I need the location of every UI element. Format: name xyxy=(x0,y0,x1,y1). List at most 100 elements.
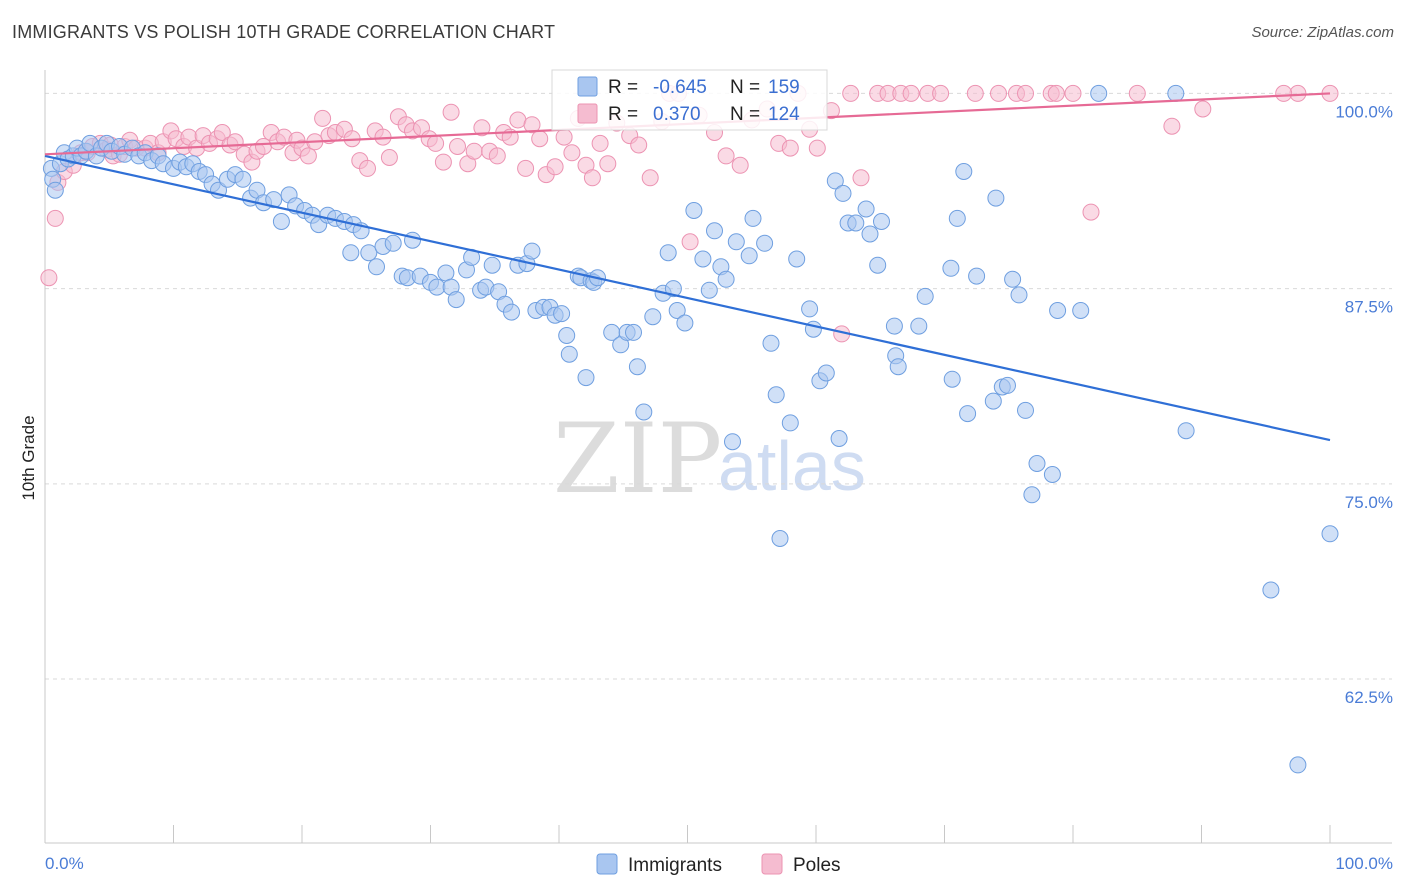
y-tick-label-3: 62.5% xyxy=(1345,688,1393,707)
immigrants-point-83 xyxy=(577,369,595,387)
immigrants-point-53 xyxy=(384,234,402,252)
immigrants-point-148 xyxy=(1043,466,1061,483)
immigrants-point-99 xyxy=(685,202,703,219)
immigrants-point-67 xyxy=(483,256,501,274)
immigrants-point-59 xyxy=(428,278,446,296)
poles-point-70 xyxy=(517,159,535,177)
trend-lines xyxy=(44,92,1331,442)
immigrants-point-126 xyxy=(869,256,887,274)
immigrants-point-135 xyxy=(948,209,966,227)
immigrants-point-155 xyxy=(1289,756,1307,774)
poles-point-118 xyxy=(1082,203,1100,221)
immigrants-point-109 xyxy=(756,234,774,252)
stats-swatch-poles xyxy=(577,103,598,124)
y-axis-label: 10th Grade xyxy=(19,415,38,500)
immigrants-point-110 xyxy=(762,334,780,352)
poles-point-60 xyxy=(442,103,460,121)
poles-point-89 xyxy=(681,233,699,251)
legend-swatch-immigrants[interactable] xyxy=(596,853,618,875)
immigrants-point-143 xyxy=(1004,270,1022,288)
poles-point-81 xyxy=(599,155,617,173)
immigrants-point-95 xyxy=(659,244,677,262)
immigrants-point-149 xyxy=(1049,302,1067,319)
poles-point-93 xyxy=(731,156,749,174)
immigrants-point-105 xyxy=(724,433,741,451)
immigrants-point-140 xyxy=(987,189,1005,207)
poles-point-66 xyxy=(488,147,506,165)
immigrants-point-56 xyxy=(404,231,421,249)
x-tick-label-1: 100.0% xyxy=(1335,854,1393,873)
stats-n-label-immigrants: N = xyxy=(730,77,760,98)
immigrants-point-91 xyxy=(628,358,646,376)
stats-r-value-immigrants: -0.645 xyxy=(653,77,707,98)
stats-swatch-immigrants xyxy=(577,76,598,97)
immigrants-point-73 xyxy=(523,242,541,260)
immigrants-point-133 xyxy=(942,259,960,277)
immigrants-point-33 xyxy=(234,170,252,188)
immigrants-point-62 xyxy=(447,291,465,309)
poles-point-34 xyxy=(255,138,272,155)
immigrants-point-152 xyxy=(1167,84,1185,102)
immigrants-point-37 xyxy=(265,191,283,209)
immigrants-point-125 xyxy=(861,225,879,243)
immigrants-point-119 xyxy=(826,172,844,190)
y-tick-label-1: 87.5% xyxy=(1345,298,1393,317)
legend-label-immigrants[interactable]: Immigrants xyxy=(628,855,722,876)
stats-r-label-immigrants: R = xyxy=(608,77,638,98)
poles-point-103 xyxy=(842,84,860,102)
immigrants-point-108 xyxy=(744,209,762,227)
immigrants-point-93 xyxy=(644,308,662,326)
legend-swatch-poles[interactable] xyxy=(761,853,783,875)
immigrants-point-51 xyxy=(368,258,385,276)
poles-point-64 xyxy=(473,119,491,137)
poles-point-108 xyxy=(902,84,920,102)
immigrants-trend-line xyxy=(44,154,1331,442)
immigrants-point-137 xyxy=(959,405,977,423)
poles-point-84 xyxy=(630,136,648,154)
poles-point-76 xyxy=(563,144,581,162)
immigrants-point-153 xyxy=(1177,422,1195,440)
y-tick-label-0: 100.0% xyxy=(1335,102,1393,121)
chart-title: IMMIGRANTS VS POLISH 10TH GRADE CORRELAT… xyxy=(12,22,556,42)
immigrants-point-102 xyxy=(706,222,723,240)
poles-point-75 xyxy=(555,128,573,146)
immigrants-point-151 xyxy=(1090,84,1108,102)
immigrants-point-130 xyxy=(889,358,907,376)
stats-r-label-poles: R = xyxy=(608,104,638,125)
stats-n-label-poles: N = xyxy=(730,104,760,125)
immigrants-point-90 xyxy=(625,323,642,341)
immigrants-point-123 xyxy=(847,214,865,232)
poles-point-85 xyxy=(641,169,659,187)
poles-point-120 xyxy=(1163,117,1181,135)
poles-point-1 xyxy=(46,209,64,227)
poles-point-52 xyxy=(380,149,398,166)
stats-n-value-immigrants: 159 xyxy=(768,77,800,98)
immigrants-point-50 xyxy=(360,244,378,262)
axes xyxy=(44,70,1392,844)
immigrants-point-104 xyxy=(717,270,735,288)
poles-point-69 xyxy=(509,111,527,129)
immigrants-points xyxy=(42,84,1339,774)
immigrants-point-2 xyxy=(46,181,64,199)
poles-point-72 xyxy=(531,130,549,148)
immigrants-point-144 xyxy=(1010,286,1028,304)
immigrants-point-139 xyxy=(984,392,1002,410)
immigrants-point-131 xyxy=(910,317,928,335)
chart-source: Source: ZipAtlas.com xyxy=(1251,24,1394,41)
immigrants-point-134 xyxy=(943,370,961,388)
immigrants-point-70 xyxy=(503,303,520,321)
immigrants-point-138 xyxy=(968,267,986,285)
poles-point-97 xyxy=(781,139,799,157)
immigrants-point-60 xyxy=(437,264,455,282)
immigrants-point-96 xyxy=(664,280,682,298)
immigrants-point-127 xyxy=(873,213,890,230)
poles-point-61 xyxy=(449,138,466,155)
poles-point-100 xyxy=(808,139,826,157)
poles-point-112 xyxy=(990,84,1007,102)
immigrants-point-114 xyxy=(788,250,806,268)
poles-point-58 xyxy=(427,134,445,152)
legend-label-poles[interactable]: Poles xyxy=(793,855,841,876)
poles-point-59 xyxy=(434,153,452,171)
immigrants-point-98 xyxy=(676,314,694,332)
poles-point-49 xyxy=(359,159,376,177)
